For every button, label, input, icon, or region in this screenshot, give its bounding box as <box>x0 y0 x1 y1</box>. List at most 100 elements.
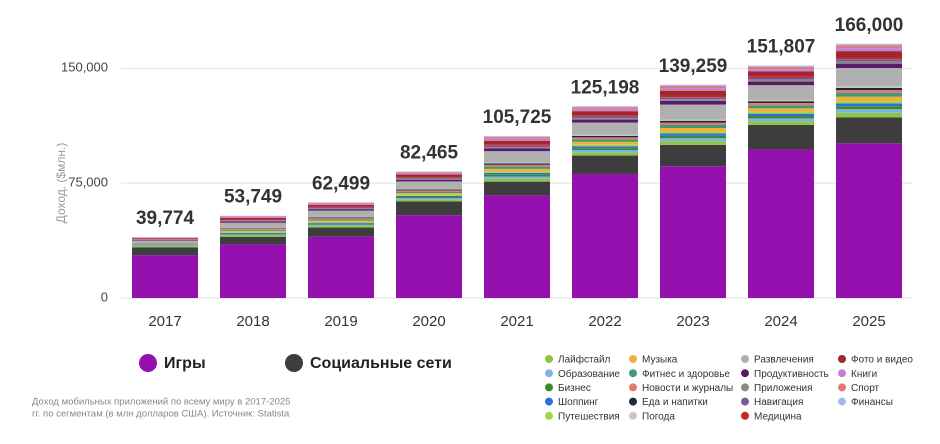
bar-segment <box>836 48 902 52</box>
bar-segment <box>396 197 462 199</box>
bar-segment <box>308 227 374 237</box>
total-label: 105,725 <box>483 107 552 128</box>
x-tick-label: 2019 <box>324 313 357 330</box>
bar-segment <box>308 226 374 228</box>
bar-segment <box>836 68 902 87</box>
bar-segment <box>396 179 462 182</box>
bar-segment <box>572 141 638 145</box>
bar-segment <box>220 219 286 221</box>
legend-label: Книги <box>851 369 877 380</box>
bar-segment <box>308 208 374 210</box>
bar-segment <box>748 85 814 101</box>
bar-segment <box>484 138 550 141</box>
bar-segment <box>660 99 726 101</box>
legend-swatch <box>741 355 749 363</box>
bar-segment <box>572 119 638 123</box>
bar-segment <box>572 173 638 298</box>
legend-swatch <box>741 369 749 378</box>
bar-segment <box>220 222 286 228</box>
bar-segment <box>396 199 462 202</box>
legend-swatch <box>629 369 637 378</box>
total-label: 82,465 <box>400 143 459 164</box>
bar-segment <box>748 108 814 112</box>
bar-segment <box>572 144 638 147</box>
bar-segment <box>836 45 902 49</box>
legend-label: Медицина <box>754 411 802 422</box>
bar-segment <box>660 88 726 91</box>
legend-swatch <box>629 383 637 392</box>
bar-segment <box>308 209 374 211</box>
bar-segment <box>572 122 638 135</box>
bar-segment <box>484 151 550 163</box>
bar-segment <box>308 216 374 218</box>
bar-segment <box>836 117 902 144</box>
bar-segment <box>220 244 286 298</box>
total-label: 53,749 <box>224 187 282 208</box>
bar-segment <box>220 230 286 233</box>
bar-segment <box>132 239 198 241</box>
bar-segment <box>748 102 814 106</box>
bar-segment <box>220 235 286 237</box>
bar-segment <box>572 109 638 112</box>
bar-segment <box>572 135 638 138</box>
y-tick-label: 75,000 <box>68 175 108 190</box>
bar-segment <box>836 112 902 118</box>
bar-segment <box>132 238 198 239</box>
legend-label: Еда и напитки <box>642 397 708 408</box>
bar-segment <box>484 162 550 164</box>
bar-segment <box>396 181 462 189</box>
bar-segment <box>748 71 814 77</box>
total-label: 139,259 <box>659 56 728 77</box>
legend-swatch <box>741 411 749 420</box>
bar-segment <box>220 221 286 223</box>
bar-segment <box>748 66 814 70</box>
legend-swatch <box>545 397 553 406</box>
bar-segment <box>660 133 726 136</box>
bar-segment <box>308 220 374 222</box>
legend-label: Спорт <box>851 383 880 394</box>
total-label: 39,774 <box>136 208 195 229</box>
bar-segment <box>308 202 374 203</box>
bar-segment <box>572 148 638 151</box>
bar-segment <box>572 116 638 119</box>
bar-segment <box>572 137 638 140</box>
bar-segment <box>484 145 550 148</box>
bar-segment <box>836 63 902 69</box>
legend-swatch <box>838 355 846 363</box>
bar-segment <box>396 190 462 192</box>
bar-segment <box>660 124 726 128</box>
bar-segment <box>748 81 814 86</box>
bar-segment <box>660 100 726 105</box>
legend-swatch <box>629 411 637 420</box>
legend-swatch <box>629 397 637 406</box>
bar-segment <box>836 90 902 94</box>
legend-label: Социальные сети <box>310 355 452 372</box>
bar-segment <box>660 104 726 120</box>
bar-segment <box>396 191 462 194</box>
total-label: 125,198 <box>571 77 640 98</box>
bar-segment <box>220 234 286 236</box>
bar-segment <box>748 113 814 117</box>
bar-segment <box>396 194 462 196</box>
bar-segment <box>484 148 550 152</box>
bar-segment <box>660 127 726 132</box>
bar-segment <box>660 120 726 123</box>
bar-segment <box>660 135 726 139</box>
bar-segment <box>748 101 814 103</box>
bar-segment <box>396 201 462 216</box>
bar-segment <box>572 118 638 120</box>
bar-segment <box>660 141 726 145</box>
legend-swatch <box>629 355 637 363</box>
bar-segment <box>660 85 726 89</box>
bar-segment <box>748 111 814 114</box>
bar-segment <box>572 111 638 116</box>
bar-segment <box>132 247 198 256</box>
legend-label: Фитнес и здоровье <box>642 369 730 380</box>
legend-swatch <box>838 383 846 392</box>
bar-segment <box>220 217 286 218</box>
bar-segment <box>572 134 638 136</box>
bar-segment <box>748 65 814 67</box>
legend-swatch <box>545 383 553 392</box>
bar-segment <box>308 204 374 207</box>
